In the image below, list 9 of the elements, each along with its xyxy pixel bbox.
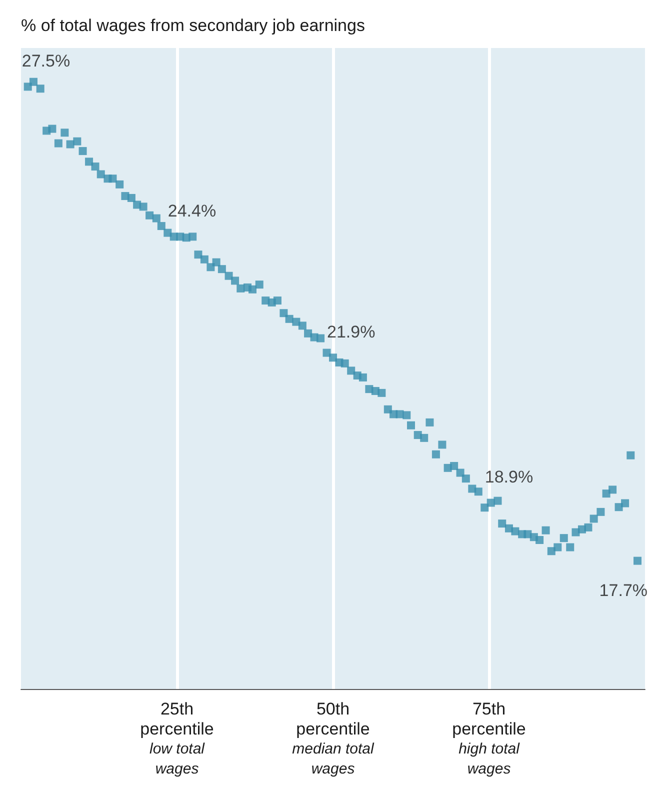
x-tick-label: 75th percentile high total wages bbox=[452, 700, 526, 778]
x-tick-label: 25th percentile low total wages bbox=[140, 700, 214, 778]
data-label: 24.4% bbox=[168, 202, 216, 221]
chart-title: % of total wages from secondary job earnings bbox=[21, 16, 365, 35]
data-label: 27.5% bbox=[22, 52, 70, 71]
data-label: 18.9% bbox=[484, 468, 534, 487]
data-label: 21.9% bbox=[327, 322, 376, 342]
x-tick-label: 50th percentile median total wages bbox=[292, 700, 375, 778]
data-label: 17.7% bbox=[599, 580, 648, 600]
